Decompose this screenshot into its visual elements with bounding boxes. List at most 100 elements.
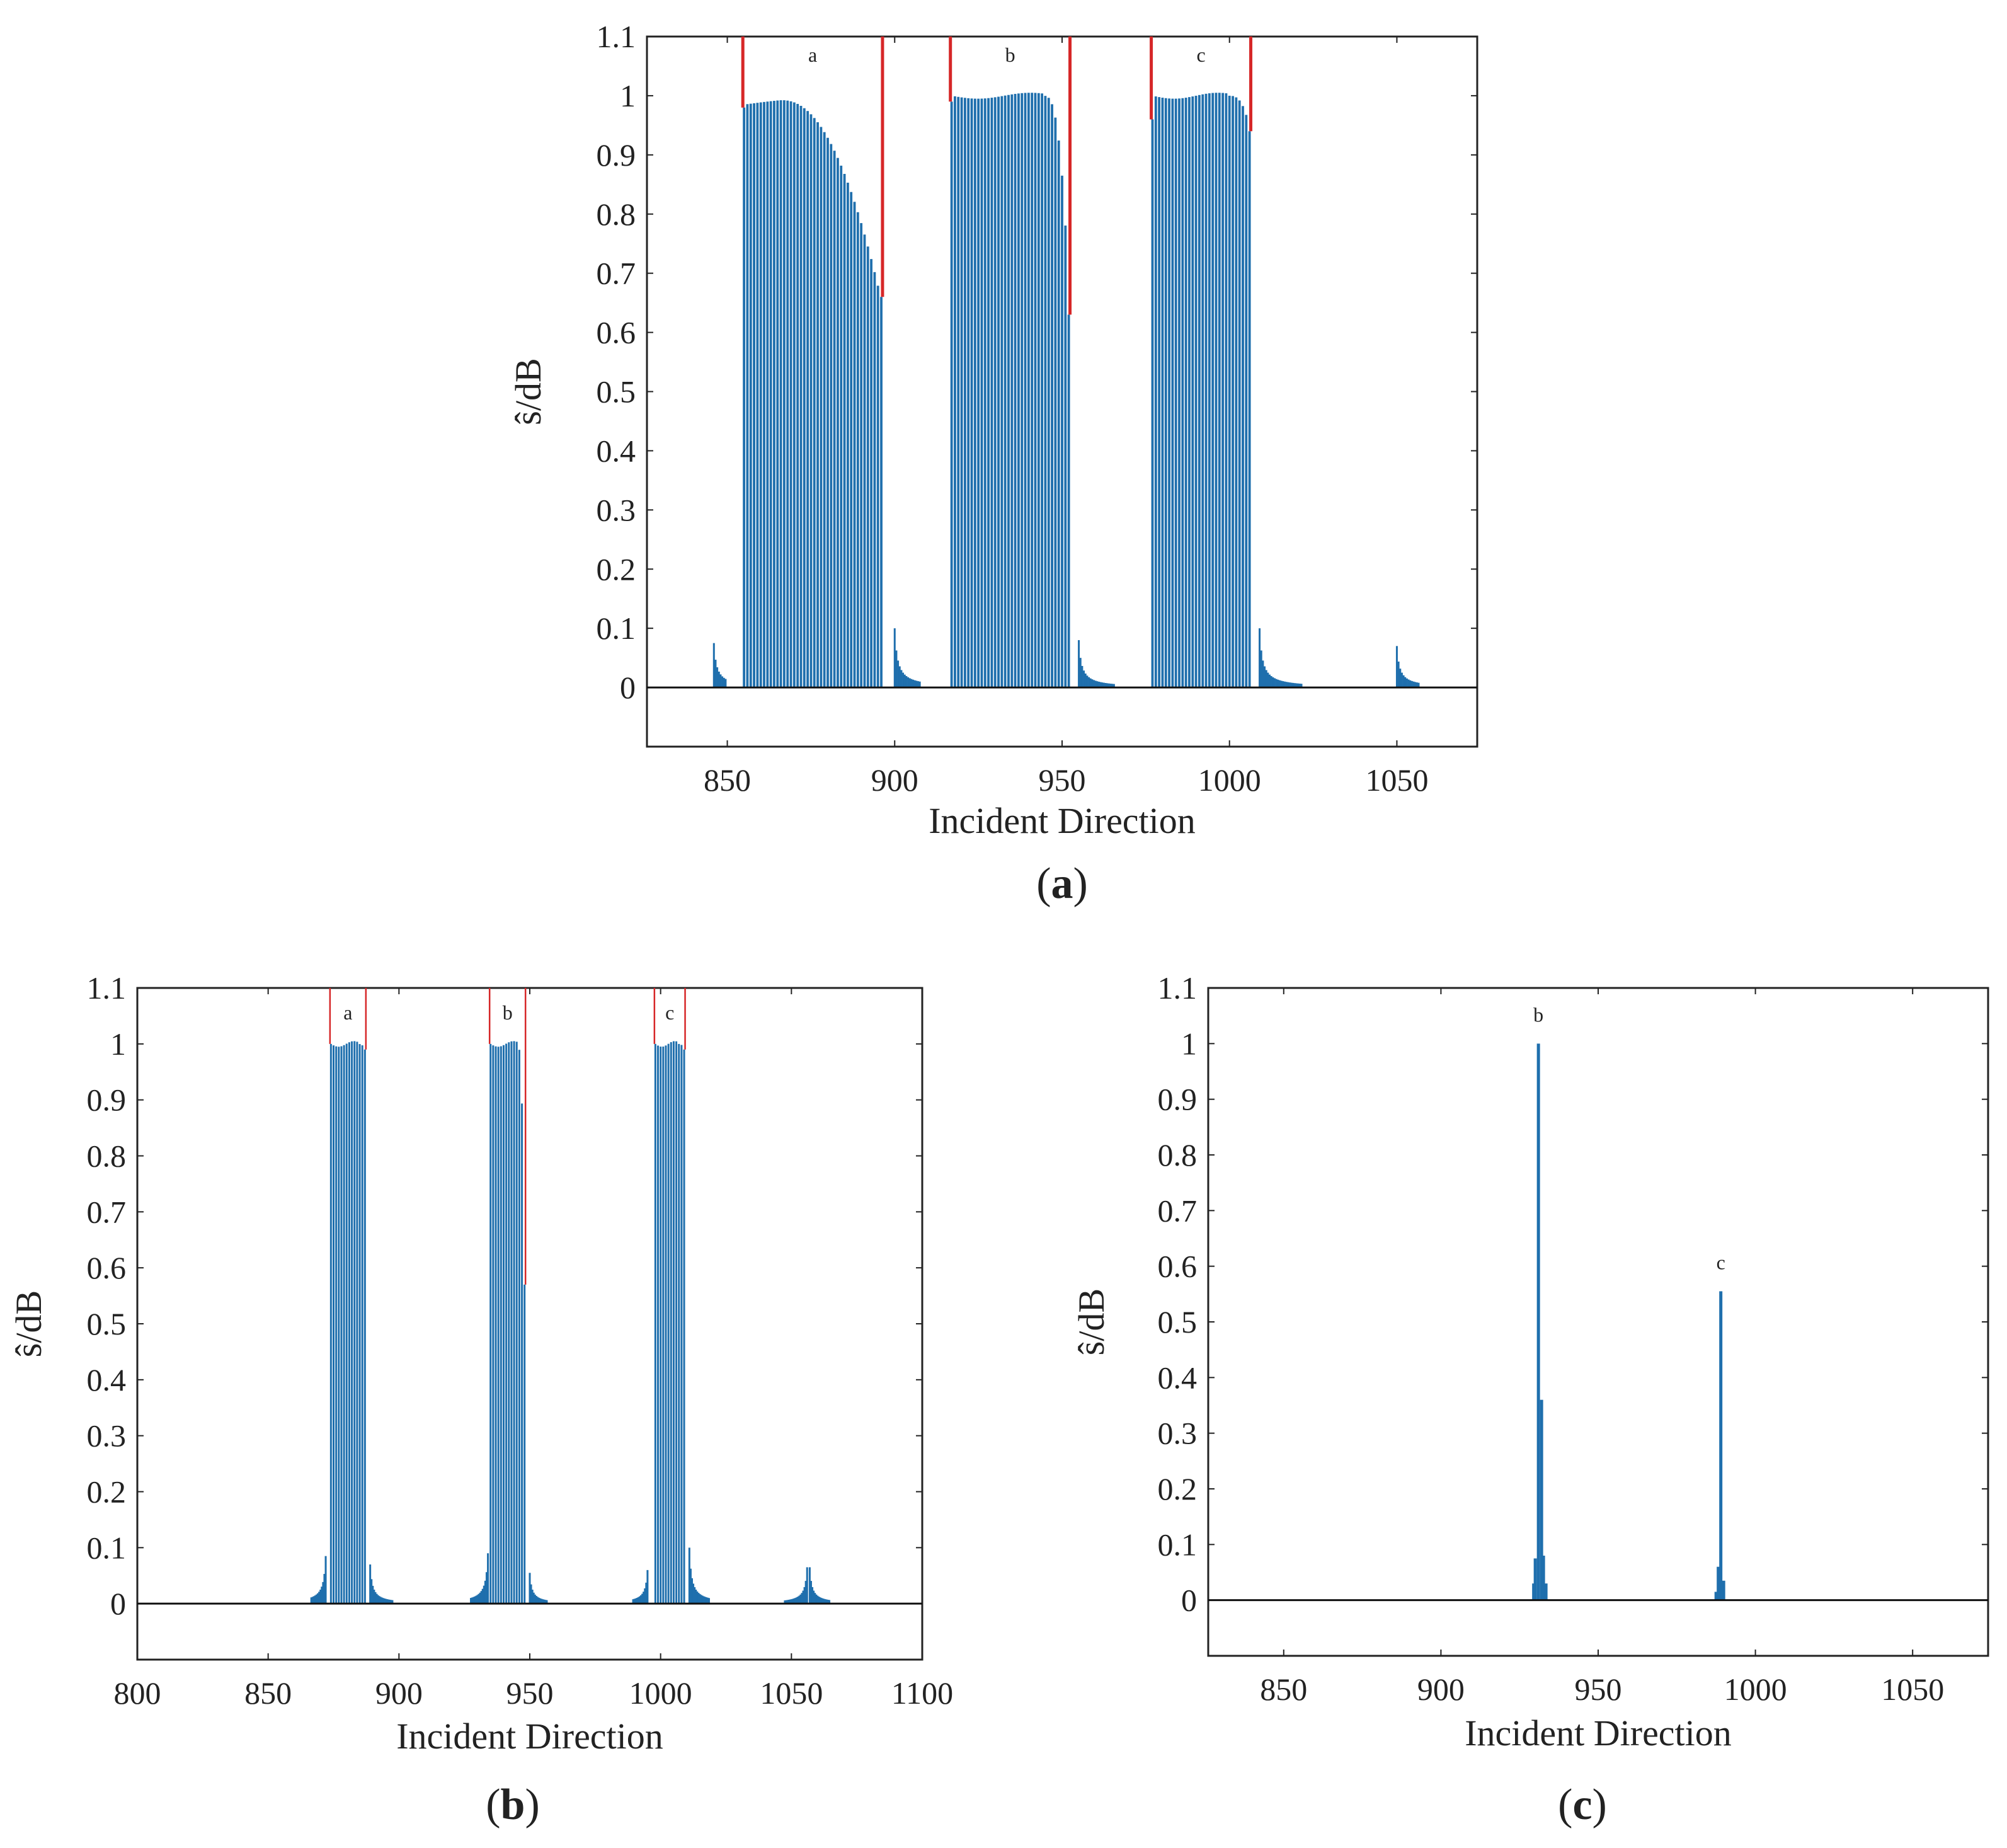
bar <box>363 1049 366 1604</box>
bar <box>846 182 849 688</box>
sidelobe-bar <box>915 680 918 688</box>
sidelobe-bar <box>1288 682 1291 688</box>
sidelobe-bar <box>908 678 911 688</box>
panel-c: 0 0.1 0.2 0.3 0.4 0.5 0.6 0.7 0.8 0.9 1 1.1 850 900 95… <box>1071 970 1989 1829</box>
y-axis-label: ŝ/dB <box>8 1290 49 1357</box>
sidelobe-bar <box>1089 678 1092 688</box>
bar <box>950 101 953 688</box>
bar <box>759 102 762 688</box>
sidelobe-bar <box>643 1592 645 1604</box>
bar <box>782 100 786 688</box>
sidelobe-bar <box>375 1593 378 1604</box>
sidelobe-bar <box>645 1582 648 1604</box>
x-tick-label: 850 <box>704 762 751 798</box>
sidelobe-bar <box>802 1590 804 1604</box>
sidelobe-bar <box>644 1588 646 1604</box>
bar <box>763 101 765 688</box>
bar <box>505 1043 508 1604</box>
sidelobe-bar <box>688 1547 690 1604</box>
bar-series <box>310 1041 831 1604</box>
y-tick-label: 0.8 <box>597 197 636 232</box>
sidelobe-bar <box>701 1595 704 1604</box>
bar <box>510 1041 513 1604</box>
bar <box>1201 94 1204 688</box>
y-tick-label: 0.9 <box>87 1082 127 1118</box>
bar <box>343 1045 345 1604</box>
sidelobe-bar <box>378 1596 380 1604</box>
sidelobe-bar <box>801 1593 803 1604</box>
bar <box>1184 98 1187 688</box>
sidelobe-bar <box>370 1579 373 1604</box>
sidelobe-bar <box>1410 680 1413 688</box>
y-tick-label: 0.6 <box>597 315 636 350</box>
sidelobe-bar <box>798 1595 801 1604</box>
x-tick-label: 900 <box>871 762 918 798</box>
sidelobe-bar <box>538 1597 540 1604</box>
bar <box>954 96 956 688</box>
sidelobe-bar <box>1091 679 1094 688</box>
sidelobe-bar <box>1399 669 1402 688</box>
sidelobe-bar <box>811 1587 814 1604</box>
sidelobe-bar <box>823 1598 825 1604</box>
bar <box>1208 93 1211 688</box>
panel-b: 0 0.1 0.2 0.3 0.4 0.5 0.6 0.7 0.8 0.9 1 1.1 800 850 90… <box>8 970 953 1829</box>
sidelobe-bar <box>485 1572 488 1604</box>
panel-caption: (c) <box>1558 1781 1607 1829</box>
bar <box>513 1041 515 1604</box>
spike-bar <box>1541 1556 1545 1600</box>
sidelobe-bar <box>1290 682 1293 688</box>
bar <box>1178 98 1181 688</box>
sidelobe-bar <box>1081 665 1084 688</box>
bar <box>1198 95 1201 688</box>
bar <box>786 100 789 688</box>
bar <box>773 101 775 688</box>
sidelobe-bar <box>724 679 727 688</box>
y-tick-label: 0.9 <box>597 137 636 173</box>
sidelobe-bar <box>1415 682 1418 688</box>
sidelobe-bar <box>1417 682 1420 688</box>
bar <box>1232 96 1234 688</box>
sidelobe-bar <box>806 1567 808 1604</box>
y-tick-label: 0.7 <box>1158 1193 1198 1228</box>
x-tick-label: 1050 <box>1881 1672 1944 1707</box>
spike-bar <box>1532 1583 1536 1600</box>
sidelobe-bar <box>317 1593 319 1604</box>
x-tick-label: 1050 <box>1365 762 1428 798</box>
plot-frame <box>136 987 923 1661</box>
sidelobe-bar <box>481 1588 484 1604</box>
sidelobe-bar <box>382 1598 384 1604</box>
sidelobe-bar <box>820 1598 823 1604</box>
sidelobe-bar <box>913 680 916 688</box>
bar <box>957 96 960 688</box>
sidelobe-bar <box>390 1600 392 1604</box>
sidelobe-bar <box>697 1593 700 1604</box>
sidelobe-bar <box>546 1600 548 1604</box>
bar <box>1242 106 1244 688</box>
bar <box>856 212 859 688</box>
bar <box>518 1050 520 1604</box>
y-tick-label: 1 <box>1181 1026 1197 1061</box>
bar <box>672 1041 675 1604</box>
x-tick-label: 900 <box>375 1675 423 1711</box>
sidelobe-bar <box>910 679 913 688</box>
sidelobe-bar <box>1267 672 1269 688</box>
sidelobe-bar <box>1107 683 1110 688</box>
sidelobe-bar <box>1102 682 1105 688</box>
sidelobe-bar <box>1280 680 1283 688</box>
x-tick-label: 950 <box>1039 762 1086 798</box>
y-tick-label: 0.5 <box>597 374 636 410</box>
sidelobe-bar <box>1078 640 1080 688</box>
bar-series <box>1532 1043 1725 1600</box>
bar <box>967 98 970 688</box>
x-tick-label: 1000 <box>1724 1672 1787 1707</box>
sidelobe-bar <box>1293 683 1296 688</box>
sidelobe-bar <box>1270 676 1272 688</box>
sidelobe-bar <box>1297 683 1300 688</box>
sidelobe-bar <box>641 1593 644 1604</box>
bar <box>675 1041 678 1604</box>
sidelobe-bar <box>319 1589 322 1604</box>
y-tick-label: 1.1 <box>597 19 636 54</box>
sidelobe-bar <box>716 667 719 688</box>
bar <box>1221 93 1225 688</box>
sidelobe-bar <box>816 1595 819 1604</box>
